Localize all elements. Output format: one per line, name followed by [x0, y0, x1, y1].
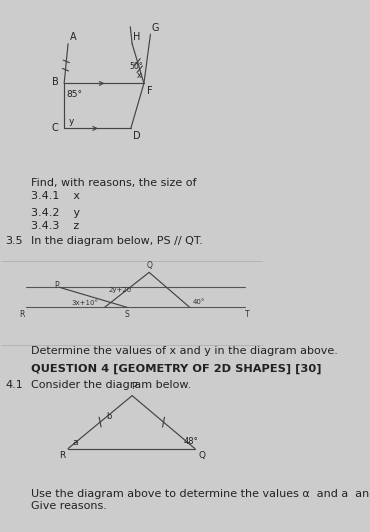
- Text: 3.5: 3.5: [5, 236, 23, 246]
- Text: D: D: [133, 131, 141, 141]
- Text: 3.4.3    z: 3.4.3 z: [31, 221, 80, 231]
- Text: QUESTION 4 [GEOMETRY OF 2D SHAPES] [30]: QUESTION 4 [GEOMETRY OF 2D SHAPES] [30]: [31, 364, 322, 374]
- Text: F: F: [147, 86, 152, 96]
- Text: T: T: [245, 311, 250, 319]
- Text: Q: Q: [198, 451, 205, 460]
- Text: Find, with reasons, the size of: Find, with reasons, the size of: [31, 178, 197, 188]
- Text: Use the diagram above to determine the values α  and a  and b.: Use the diagram above to determine the v…: [31, 489, 370, 499]
- Text: Q: Q: [146, 261, 152, 270]
- Text: S: S: [125, 311, 129, 319]
- Text: Determine the values of x and y in the diagram above.: Determine the values of x and y in the d…: [31, 346, 338, 356]
- Text: H: H: [134, 31, 141, 41]
- Text: 3.4.1    x: 3.4.1 x: [31, 192, 80, 202]
- Text: 3.4.2    y: 3.4.2 y: [31, 209, 81, 218]
- Text: P: P: [54, 281, 58, 290]
- Text: C: C: [52, 123, 58, 134]
- Text: a: a: [73, 438, 78, 447]
- Text: 2y+20: 2y+20: [109, 287, 132, 294]
- Text: 4.1: 4.1: [5, 380, 23, 390]
- Text: y: y: [69, 117, 74, 126]
- Text: P: P: [131, 383, 136, 392]
- Text: 48°: 48°: [183, 437, 198, 446]
- Text: Give reasons.: Give reasons.: [31, 501, 107, 511]
- Text: b: b: [107, 412, 112, 421]
- Text: B: B: [52, 77, 58, 87]
- Text: R: R: [20, 311, 25, 319]
- Text: 3x+10°: 3x+10°: [71, 300, 98, 306]
- Text: 50°: 50°: [129, 62, 142, 71]
- Text: Consider the diagram below.: Consider the diagram below.: [31, 380, 192, 390]
- Text: 40°: 40°: [192, 299, 205, 305]
- Text: x: x: [137, 71, 142, 80]
- Text: G: G: [152, 23, 159, 33]
- Text: 85°: 85°: [66, 90, 82, 99]
- Text: A: A: [70, 32, 77, 42]
- Text: In the diagram below, PS ∕∕ QT.: In the diagram below, PS ∕∕ QT.: [31, 236, 204, 246]
- Text: R: R: [59, 451, 65, 460]
